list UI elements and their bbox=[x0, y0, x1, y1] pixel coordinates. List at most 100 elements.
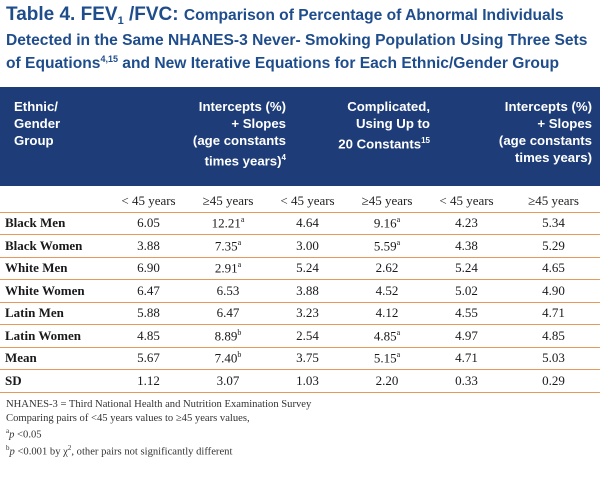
header-ref: 15 bbox=[421, 136, 430, 145]
table-title: Table 4. FEV1 /FVC: Comparison of Percen… bbox=[6, 5, 596, 73]
header-complicated: Complicated, Using Up to 20 Constants15 bbox=[284, 98, 430, 152]
header-intercepts-slopes-2: Intercepts (%) + Slopes (age constants t… bbox=[444, 98, 592, 166]
header-ethnic-gender-group: Ethnic/ Gender Group bbox=[14, 98, 60, 149]
row-label: Mean bbox=[0, 347, 108, 370]
cell-superscript: a bbox=[396, 237, 401, 247]
table-row: Black Men 6.05 12.21a 4.64 9.16a 4.23 5.34 bbox=[0, 212, 600, 235]
table-cell: 9.16a bbox=[348, 212, 426, 235]
footnote-text: <0.05 bbox=[14, 429, 42, 441]
table-cell: 4.12 bbox=[348, 302, 426, 325]
cell-value: 7.35 bbox=[214, 237, 238, 253]
row-label: SD bbox=[0, 369, 108, 393]
cell-value: 5.24 bbox=[296, 260, 319, 276]
table-cell: 4.85 bbox=[507, 324, 600, 348]
header-line: Intercepts (%) bbox=[198, 99, 286, 114]
table-row: White Men 6.90 2.91a 5.24 2.62 5.24 4.65 bbox=[0, 257, 600, 280]
cell-superscript: a bbox=[396, 350, 401, 360]
cell-superscript: a bbox=[237, 260, 242, 270]
cell-value: 2.62 bbox=[375, 260, 399, 276]
cell-value: 6.90 bbox=[137, 260, 160, 276]
cell-value: 0.33 bbox=[455, 372, 478, 388]
table-cell: 2.54 bbox=[267, 324, 348, 348]
table-cell: 5.03 bbox=[507, 347, 600, 370]
table-cell: 3.88 bbox=[108, 234, 189, 258]
table-cell: 4.90 bbox=[507, 279, 600, 303]
cell-value: 1.03 bbox=[296, 372, 319, 388]
cell-value: 2.20 bbox=[375, 372, 399, 388]
title-text-2: and New Iterative Equations for Each Eth… bbox=[117, 55, 560, 73]
table-row: Mean 5.67 7.40b 3.75 5.15a 4.71 5.03 bbox=[0, 347, 600, 370]
table-cell: 7.40b bbox=[189, 347, 267, 370]
table-cell: 2.62 bbox=[348, 257, 426, 280]
cell-value: 5.03 bbox=[542, 350, 565, 366]
row-label: White Men bbox=[0, 257, 108, 280]
data-table: < 45 years ≥45 years < 45 years ≥45 year… bbox=[0, 190, 600, 393]
table-cell: 3.75 bbox=[267, 347, 348, 370]
table-cell: 3.00 bbox=[267, 234, 348, 258]
table-row: Black Women 3.88 7.35a 3.00 5.59a 4.38 5.29 bbox=[0, 234, 600, 258]
cell-value: 6.53 bbox=[216, 282, 240, 298]
table-cell: 6.90 bbox=[108, 257, 189, 280]
cell-superscript: a bbox=[396, 215, 401, 225]
cell-value: 6.47 bbox=[137, 282, 160, 298]
header-line: + Slopes bbox=[231, 116, 286, 131]
cell-value: 3.07 bbox=[216, 372, 240, 388]
title-subscript: 1 bbox=[117, 15, 124, 28]
header-line: Using Up to bbox=[356, 116, 430, 131]
table-cell: 6.53 bbox=[189, 279, 267, 303]
table-cell: 5.29 bbox=[507, 234, 600, 258]
table-cell: 4.85a bbox=[348, 324, 426, 348]
table-cell: 4.52 bbox=[348, 279, 426, 303]
table-cell: 12.21a bbox=[189, 212, 267, 235]
cell-superscript: a bbox=[237, 237, 242, 247]
cell-value: 5.02 bbox=[455, 282, 478, 298]
footnote-line-1: NHANES-3 = Third National Health and Nut… bbox=[6, 399, 312, 410]
table-cell: 6.47 bbox=[108, 279, 189, 303]
cell-value: 4.71 bbox=[542, 305, 565, 321]
footnote-text: <0.001 by χ bbox=[14, 446, 68, 458]
cell-value: 4.90 bbox=[542, 282, 565, 298]
table-cell: 4.71 bbox=[426, 347, 507, 370]
table-row: Latin Men 5.88 6.47 3.23 4.12 4.55 4.71 bbox=[0, 302, 600, 325]
cell-value: 5.24 bbox=[455, 260, 478, 276]
cell-value: 3.75 bbox=[296, 350, 319, 366]
cell-value: 4.85 bbox=[137, 327, 160, 343]
cell-value: 5.59 bbox=[373, 237, 397, 253]
header-line: Group bbox=[14, 133, 54, 148]
table-cell: 5.67 bbox=[108, 347, 189, 370]
row-label: White Women bbox=[0, 279, 108, 303]
subheader-cell: ≥45 years bbox=[507, 190, 600, 213]
row-label: Latin Men bbox=[0, 302, 108, 325]
table-cell: 5.59a bbox=[348, 234, 426, 258]
footnote-text: , other pairs not significantly differen… bbox=[71, 446, 233, 458]
cell-value: 5.67 bbox=[137, 350, 160, 366]
table-row: Latin Women 4.85 8.89b 2.54 4.85a 4.97 4.85 bbox=[0, 324, 600, 348]
table-cell: 1.03 bbox=[267, 369, 348, 393]
footnote-mark: a bbox=[6, 427, 10, 436]
table-header: Ethnic/ Gender Group Intercepts (%) + Sl… bbox=[0, 87, 600, 186]
cell-value: 5.15 bbox=[373, 350, 397, 366]
table-cell: 4.55 bbox=[426, 302, 507, 325]
title-slash: /FVC: bbox=[123, 4, 184, 25]
cell-superscript: a bbox=[396, 327, 401, 337]
cell-value: 1.12 bbox=[137, 372, 160, 388]
cell-value: 0.29 bbox=[542, 372, 565, 388]
cell-superscript: a bbox=[240, 215, 245, 225]
table-cell: 2.20 bbox=[348, 369, 426, 393]
table-cell: 4.38 bbox=[426, 234, 507, 258]
header-line: + Slopes bbox=[537, 116, 592, 131]
header-line: (age constants bbox=[192, 133, 286, 148]
footnote-mark: b bbox=[6, 444, 10, 453]
table-cell: 6.47 bbox=[189, 302, 267, 325]
footnotes: NHANES-3 = Third National Health and Nut… bbox=[6, 398, 596, 459]
header-ref: 4 bbox=[281, 153, 286, 162]
cell-value: 3.88 bbox=[137, 237, 160, 253]
subheader-cell: < 45 years bbox=[267, 190, 348, 213]
table-title-label: Table 4. FEV bbox=[6, 4, 118, 25]
cell-superscript: b bbox=[237, 350, 242, 360]
table-cell: 3.88 bbox=[267, 279, 348, 303]
cell-value: 4.12 bbox=[375, 305, 399, 321]
table-row: SD 1.12 3.07 1.03 2.20 0.33 0.29 bbox=[0, 369, 600, 393]
footnote-a: ap <0.05 bbox=[6, 425, 596, 442]
title-text: Comparison of Percentage of Abnormal Ind… bbox=[6, 7, 588, 73]
